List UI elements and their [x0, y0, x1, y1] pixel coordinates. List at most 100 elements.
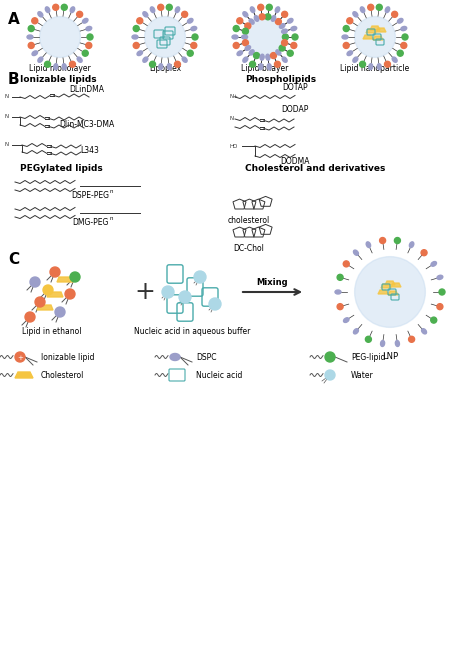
Polygon shape	[37, 305, 53, 310]
Circle shape	[82, 50, 88, 56]
Text: Phospholipids: Phospholipids	[245, 75, 316, 84]
Circle shape	[137, 17, 143, 24]
Circle shape	[182, 11, 188, 17]
Ellipse shape	[344, 318, 349, 323]
Circle shape	[343, 26, 349, 32]
Ellipse shape	[401, 26, 407, 31]
Circle shape	[365, 336, 372, 342]
Circle shape	[194, 271, 206, 283]
Ellipse shape	[366, 242, 371, 247]
Circle shape	[254, 52, 260, 58]
Circle shape	[437, 304, 443, 310]
Circle shape	[245, 23, 251, 29]
Circle shape	[242, 40, 248, 46]
Ellipse shape	[381, 341, 384, 347]
Circle shape	[266, 4, 272, 10]
Circle shape	[401, 42, 407, 48]
Text: Ionizable lipid: Ionizable lipid	[41, 353, 94, 362]
Polygon shape	[388, 291, 398, 295]
Ellipse shape	[398, 18, 403, 23]
Polygon shape	[381, 284, 391, 288]
Ellipse shape	[279, 24, 285, 28]
Ellipse shape	[182, 57, 187, 62]
Ellipse shape	[159, 64, 163, 70]
Ellipse shape	[143, 11, 148, 17]
Circle shape	[65, 289, 75, 299]
Ellipse shape	[38, 57, 43, 62]
Text: PEG-lipid: PEG-lipid	[351, 353, 385, 362]
Text: DODAP: DODAP	[281, 105, 309, 114]
Text: +: +	[17, 355, 23, 361]
Ellipse shape	[255, 15, 259, 22]
Text: N: N	[5, 142, 9, 147]
Circle shape	[209, 298, 221, 310]
Ellipse shape	[132, 35, 138, 39]
Text: L343: L343	[81, 146, 100, 155]
Polygon shape	[376, 28, 386, 32]
Ellipse shape	[354, 250, 358, 255]
Ellipse shape	[137, 51, 143, 56]
Circle shape	[249, 61, 255, 67]
Ellipse shape	[369, 64, 373, 70]
Ellipse shape	[143, 57, 148, 62]
Circle shape	[259, 14, 265, 19]
Circle shape	[192, 34, 198, 40]
Circle shape	[43, 285, 53, 295]
Circle shape	[158, 4, 164, 10]
Text: Ionizable lipids: Ionizable lipids	[20, 75, 97, 84]
Text: B: B	[8, 72, 19, 87]
Circle shape	[355, 17, 395, 57]
Text: Lipid nanoparticle: Lipid nanoparticle	[340, 64, 410, 73]
Text: N: N	[5, 114, 9, 120]
Text: LNP: LNP	[382, 352, 398, 361]
Ellipse shape	[175, 7, 180, 13]
Ellipse shape	[188, 18, 193, 23]
Circle shape	[32, 17, 38, 24]
Ellipse shape	[27, 35, 33, 39]
Ellipse shape	[282, 57, 287, 62]
Ellipse shape	[276, 50, 281, 55]
Circle shape	[179, 291, 191, 303]
Ellipse shape	[77, 57, 82, 62]
Ellipse shape	[191, 26, 197, 31]
Circle shape	[368, 4, 374, 10]
Text: HO: HO	[230, 144, 238, 149]
Circle shape	[35, 297, 45, 307]
Circle shape	[287, 50, 293, 56]
Text: DSPE-PEG: DSPE-PEG	[71, 191, 109, 200]
Ellipse shape	[385, 7, 390, 13]
Ellipse shape	[288, 18, 293, 23]
Circle shape	[162, 286, 174, 298]
Ellipse shape	[245, 46, 251, 50]
Ellipse shape	[170, 353, 180, 360]
Circle shape	[187, 50, 193, 56]
Text: Lipid bilayer: Lipid bilayer	[241, 64, 289, 73]
Ellipse shape	[395, 341, 400, 347]
Text: N+: N+	[230, 95, 239, 99]
Circle shape	[87, 34, 93, 40]
Polygon shape	[57, 277, 73, 282]
Circle shape	[149, 61, 155, 67]
Circle shape	[431, 317, 437, 323]
Ellipse shape	[282, 29, 288, 34]
Ellipse shape	[62, 64, 66, 70]
Circle shape	[133, 42, 139, 48]
Ellipse shape	[437, 276, 443, 280]
Ellipse shape	[421, 329, 427, 334]
Polygon shape	[366, 29, 376, 33]
Ellipse shape	[260, 54, 264, 60]
Circle shape	[50, 267, 60, 277]
Circle shape	[174, 61, 181, 67]
Polygon shape	[363, 35, 373, 39]
Text: Lipoplex: Lipoplex	[149, 64, 181, 73]
Polygon shape	[373, 36, 383, 40]
Text: Cholesterol: Cholesterol	[41, 370, 84, 380]
Circle shape	[282, 11, 288, 17]
Circle shape	[30, 277, 40, 287]
Circle shape	[402, 34, 408, 40]
Text: PEGylated lipids: PEGylated lipids	[20, 164, 103, 173]
Ellipse shape	[54, 64, 58, 70]
Circle shape	[325, 352, 335, 362]
Circle shape	[61, 4, 67, 10]
Circle shape	[271, 52, 276, 58]
